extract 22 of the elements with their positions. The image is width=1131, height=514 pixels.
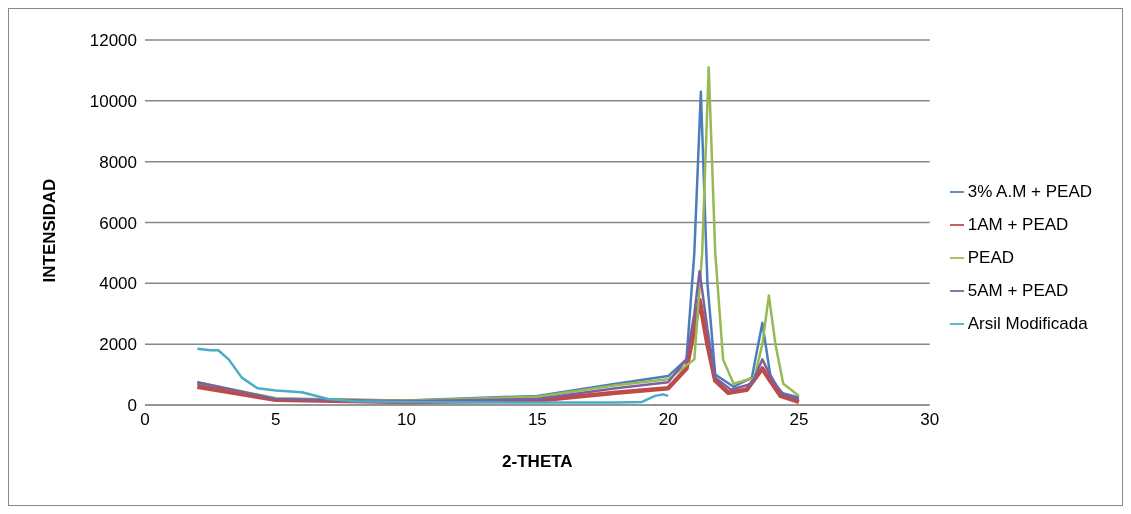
x-tick-label: 15 [527, 410, 547, 430]
x-tick-label: 30 [920, 410, 940, 430]
x-axis-title: 2-THETA [502, 452, 573, 471]
x-tick-label: 25 [789, 410, 809, 430]
y-tick-label: 8000 [99, 152, 137, 172]
y-tick-label: 2000 [99, 335, 137, 355]
x-tick-label: 5 [271, 410, 281, 430]
x-tick-label: 10 [397, 410, 417, 430]
legend-label: 3% A.M + PEAD [967, 181, 1092, 201]
y-tick-label: 4000 [99, 274, 137, 294]
line-series [196, 347, 670, 404]
legend-label: PEAD [967, 247, 1015, 267]
x-tick-label: 20 [658, 410, 678, 430]
y-tick-label: 10000 [89, 91, 137, 111]
y-tick-label: 0 [127, 396, 137, 416]
legend-label: 5AM + PEAD [967, 280, 1069, 300]
y-tick-label: 12000 [89, 31, 137, 51]
y-axis-title: INTENSIDAD [40, 178, 60, 283]
x-tick-label: 0 [140, 410, 150, 430]
y-tick-label: 6000 [99, 213, 137, 233]
legend-label: 1AM + PEAD [967, 214, 1069, 234]
legend-label: Arsil Modificada [967, 313, 1088, 333]
